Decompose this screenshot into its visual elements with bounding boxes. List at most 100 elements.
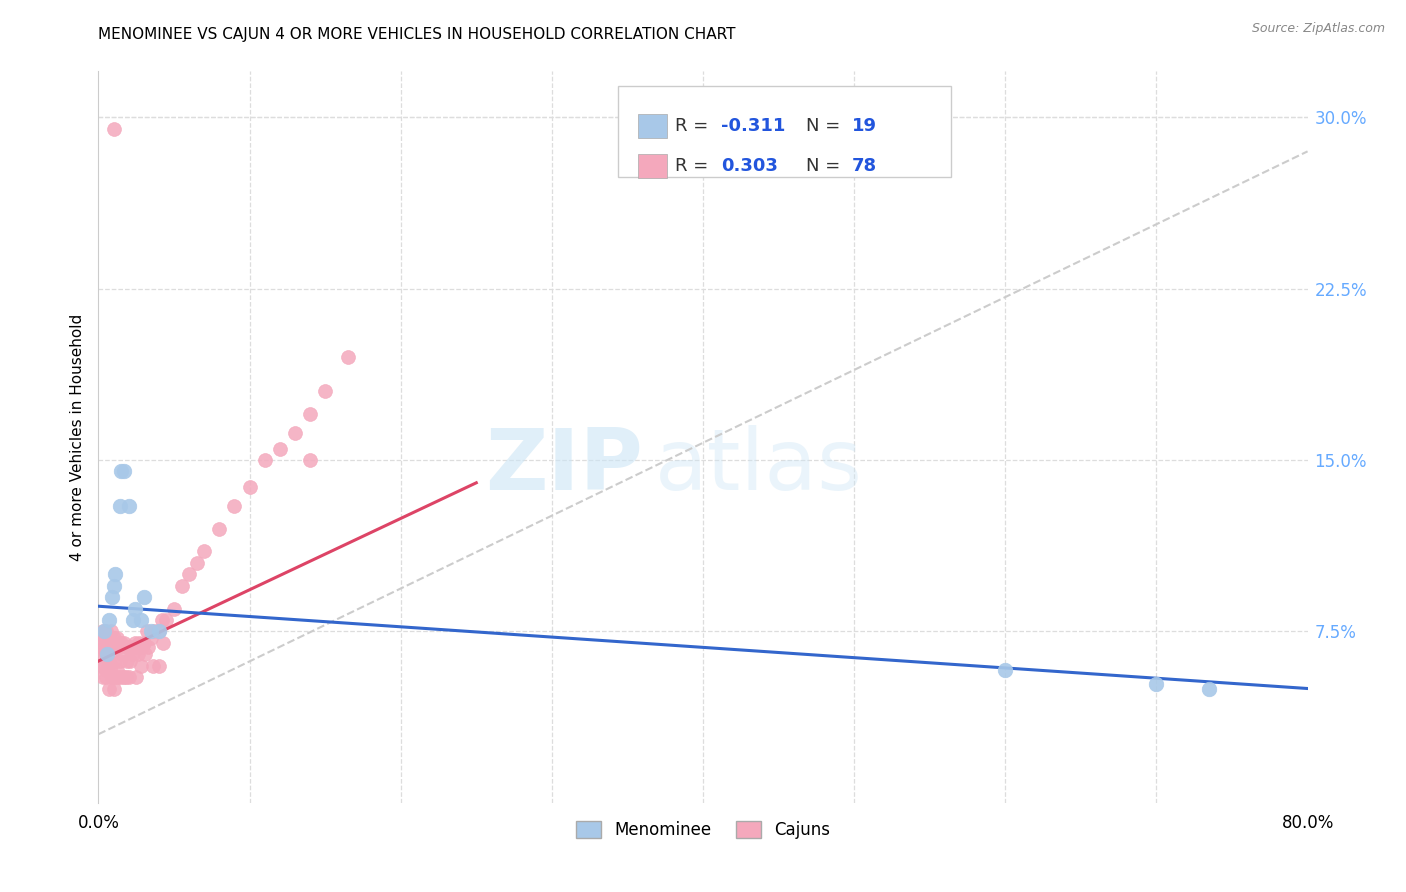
Point (115, 654, 138, 668)
Point (94, 647, 117, 661)
Point (118, 640, 141, 655)
Point (239, 480, 262, 494)
Point (170, 579, 193, 593)
Point (129, 658, 152, 673)
Point (136, 640, 159, 655)
Point (98, 613, 121, 627)
Point (110, 464, 132, 478)
Point (152, 636, 174, 650)
Point (131, 640, 153, 655)
Point (141, 632, 163, 646)
Point (124, 601, 146, 615)
Point (224, 499, 246, 513)
Text: 78: 78 (852, 158, 877, 176)
Text: -0.311: -0.311 (721, 117, 786, 136)
Point (148, 624, 170, 639)
Point (93, 632, 115, 646)
Point (193, 544, 215, 558)
Point (127, 647, 149, 661)
FancyBboxPatch shape (619, 86, 950, 178)
Point (148, 624, 170, 639)
Point (107, 640, 129, 655)
Text: ZIP: ZIP (485, 425, 643, 508)
Point (98, 654, 121, 668)
Point (103, 632, 125, 646)
Point (994, 663, 1017, 677)
Point (134, 647, 156, 661)
Point (91, 647, 114, 661)
Point (96, 640, 118, 655)
Point (101, 590, 124, 604)
Text: Source: ZipAtlas.com: Source: ZipAtlas.com (1251, 22, 1385, 36)
Point (1144, 677, 1167, 691)
Point (114, 640, 136, 655)
Point (179, 567, 201, 582)
Point (124, 636, 146, 650)
Point (284, 425, 307, 440)
Point (93, 658, 115, 673)
Point (98, 632, 121, 646)
Point (110, 670, 132, 684)
Point (142, 658, 165, 673)
Point (103, 579, 125, 593)
FancyBboxPatch shape (638, 114, 666, 138)
Point (118, 499, 141, 513)
Point (108, 654, 131, 668)
Point (101, 640, 124, 655)
Point (253, 453, 276, 467)
Point (104, 640, 127, 655)
Point (94, 624, 117, 639)
Text: N =: N = (806, 158, 846, 176)
Point (163, 601, 186, 615)
Point (336, 350, 359, 364)
Point (299, 407, 322, 421)
Point (132, 590, 155, 604)
Point (104, 567, 127, 582)
Point (107, 670, 129, 684)
Point (96, 647, 118, 661)
Point (118, 670, 141, 684)
Point (108, 499, 131, 513)
Point (93, 624, 115, 639)
Point (150, 613, 173, 627)
Point (135, 624, 157, 639)
Point (129, 613, 152, 627)
Point (112, 464, 135, 478)
Point (103, 121, 125, 136)
Point (105, 663, 128, 677)
FancyBboxPatch shape (638, 154, 666, 178)
Point (125, 640, 148, 655)
Point (111, 647, 134, 661)
Point (112, 670, 135, 684)
Point (91, 624, 114, 639)
Point (100, 658, 122, 673)
Point (98, 681, 121, 696)
Text: N =: N = (806, 117, 846, 136)
Text: 0.303: 0.303 (721, 158, 778, 176)
Text: R =: R = (675, 158, 714, 176)
Point (114, 670, 136, 684)
Text: 19: 19 (852, 117, 877, 136)
Text: R =: R = (675, 117, 714, 136)
Point (110, 636, 132, 650)
Point (269, 442, 291, 456)
Point (120, 654, 142, 668)
Point (90, 658, 112, 673)
Point (91, 670, 114, 684)
Point (155, 613, 177, 627)
Point (132, 636, 155, 650)
Point (186, 556, 208, 570)
Point (299, 453, 322, 467)
Point (89, 636, 111, 650)
Point (121, 640, 143, 655)
Point (101, 670, 124, 684)
Point (105, 632, 128, 646)
Point (141, 624, 163, 639)
Legend: Menominee, Cajuns: Menominee, Cajuns (569, 814, 837, 846)
Point (103, 681, 125, 696)
Point (143, 624, 166, 639)
Point (122, 647, 145, 661)
Point (90, 640, 112, 655)
Point (314, 384, 336, 399)
Text: MENOMINEE VS CAJUN 4 OR MORE VEHICLES IN HOUSEHOLD CORRELATION CHART: MENOMINEE VS CAJUN 4 OR MORE VEHICLES IN… (98, 27, 735, 42)
